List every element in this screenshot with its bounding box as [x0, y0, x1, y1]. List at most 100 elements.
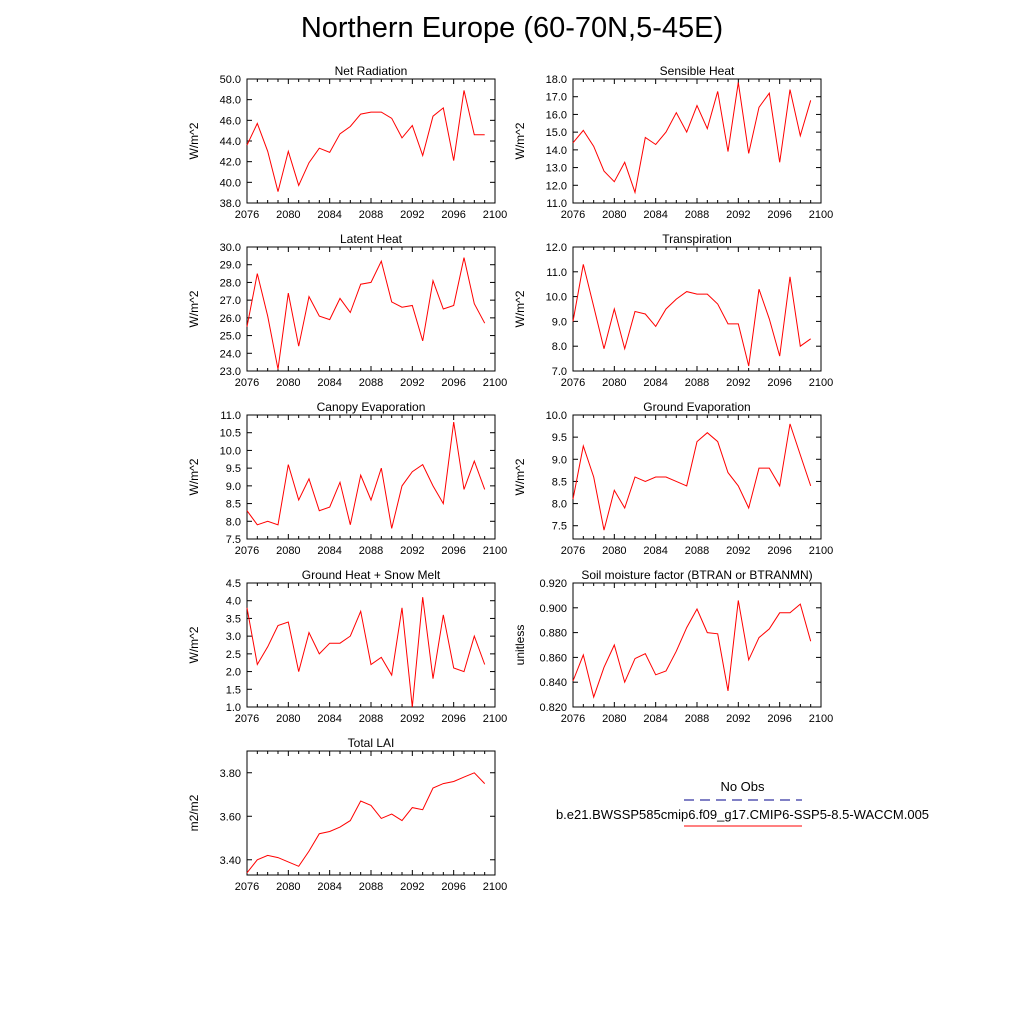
x-tick-label: 2080 — [602, 713, 626, 725]
y-tick-label: 0.920 — [539, 578, 567, 590]
x-tick-label: 2088 — [685, 377, 709, 389]
x-tick-label: 2088 — [359, 377, 383, 389]
y-tick-label: 26.0 — [220, 313, 241, 325]
x-tick-label: 2096 — [767, 713, 791, 725]
y-tick-label: 9.0 — [552, 454, 567, 466]
y-tick-label: 3.40 — [220, 855, 241, 867]
x-tick-label: 2092 — [726, 209, 750, 221]
series-line — [572, 600, 812, 699]
chart-title: Latent Heat — [340, 232, 403, 246]
x-tick-label: 2076 — [561, 377, 585, 389]
y-tick-label: 1.0 — [226, 702, 241, 714]
y-axis-label: W/m^2 — [513, 122, 527, 159]
y-tick-label: 9.5 — [226, 463, 241, 475]
x-tick-label: 2100 — [809, 545, 833, 557]
y-tick-label: 10.0 — [220, 445, 241, 457]
x-tick-label: 2092 — [400, 377, 424, 389]
y-tick-label: 4.0 — [226, 596, 241, 608]
x-tick-label: 2092 — [400, 545, 424, 557]
chart-title: Transpiration — [662, 232, 732, 246]
chart-panel: Ground Evaporation 2076 2080 2084 2088 2092 20… — [513, 400, 833, 557]
y-tick-label: 10.0 — [546, 410, 567, 422]
series-line — [572, 423, 812, 531]
plot-frame — [572, 78, 822, 204]
chart-title: Total LAI — [348, 736, 395, 750]
y-tick-label: 3.0 — [226, 631, 241, 643]
y-tick-label: 7.5 — [552, 521, 567, 533]
x-tick-label: 2088 — [359, 881, 383, 893]
y-tick-label: 50.0 — [220, 74, 241, 86]
legend-model-label: b.e21.BWSSP585cmip6.f09_g17.CMIP6-SSP5-8… — [555, 807, 930, 822]
y-tick-label: 4.5 — [226, 578, 241, 590]
x-tick-label: 2088 — [359, 545, 383, 557]
y-tick-label: 8.0 — [552, 499, 567, 511]
y-axis-label: W/m^2 — [187, 122, 201, 159]
x-tick-label: 2084 — [317, 713, 341, 725]
series-line — [572, 82, 812, 195]
x-tick-label: 2100 — [483, 545, 507, 557]
plot-frame — [572, 246, 822, 372]
chart-panel: Net Radiation 2076 2080 2084 2088 2092 2096 210… — [187, 64, 507, 221]
y-tick-label: 15.0 — [546, 127, 567, 139]
y-tick-label: 10.0 — [546, 292, 567, 304]
y-tick-label: 17.0 — [546, 92, 567, 104]
x-tick-label: 2100 — [809, 377, 833, 389]
x-tick-label: 2076 — [235, 545, 259, 557]
x-tick-label: 2100 — [809, 209, 833, 221]
y-tick-label: 13.0 — [546, 163, 567, 175]
x-tick-label: 2088 — [359, 209, 383, 221]
y-tick-label: 0.840 — [539, 677, 567, 689]
x-tick-label: 2092 — [726, 713, 750, 725]
x-tick-label: 2076 — [235, 377, 259, 389]
plot-frame — [246, 246, 496, 372]
chart-title: Net Radiation — [335, 64, 408, 78]
y-axis-label: W/m^2 — [187, 626, 201, 663]
y-axis-label: W/m^2 — [187, 458, 201, 495]
y-axis-label: W/m^2 — [513, 290, 527, 327]
y-tick-label: 30.0 — [220, 242, 241, 254]
y-tick-label: 25.0 — [220, 331, 241, 343]
y-tick-label: 18.0 — [546, 74, 567, 86]
x-tick-label: 2080 — [276, 713, 300, 725]
y-tick-label: 9.0 — [226, 481, 241, 493]
legend-obs-label: No Obs — [720, 779, 765, 794]
chart-title: Canopy Evaporation — [317, 400, 426, 414]
x-tick-label: 2100 — [809, 713, 833, 725]
y-tick-label: 44.0 — [220, 136, 241, 148]
chart-panel: Sensible Heat 2076 2080 2084 2088 2092 2096 210… — [513, 64, 833, 221]
x-tick-label: 2084 — [643, 377, 667, 389]
page-title: Northern Europe (60-70N,5-45E) — [300, 12, 724, 44]
x-tick-label: 2076 — [561, 713, 585, 725]
y-tick-label: 1.5 — [226, 684, 241, 696]
x-tick-label: 2084 — [317, 881, 341, 893]
series-line — [246, 90, 485, 192]
y-tick-label: 0.820 — [539, 702, 567, 714]
plot-frame — [572, 414, 822, 540]
x-tick-label: 2080 — [276, 545, 300, 557]
x-tick-label: 2076 — [235, 209, 259, 221]
x-tick-label: 2096 — [441, 713, 465, 725]
x-tick-label: 2076 — [561, 545, 585, 557]
y-axis-label: W/m^2 — [513, 458, 527, 495]
plot-frame — [572, 582, 822, 708]
x-tick-label: 2084 — [643, 545, 667, 557]
series-line — [246, 257, 486, 370]
y-tick-label: 0.860 — [539, 652, 567, 664]
y-tick-label: 40.0 — [220, 177, 241, 189]
chart-panel: Ground Heat + Snow Melt 2076 2080 2084 2088 2… — [187, 568, 507, 725]
chart-panel: Transpiration 2076 2080 2084 2088 2092 2096 210… — [513, 232, 833, 389]
y-tick-label: 11.0 — [220, 410, 241, 422]
y-tick-label: 42.0 — [220, 157, 241, 169]
x-tick-label: 2100 — [483, 881, 507, 893]
x-tick-label: 2080 — [602, 377, 626, 389]
y-tick-label: 12.0 — [546, 242, 567, 254]
chart-title: Ground Heat + Snow Melt — [302, 568, 441, 582]
x-tick-label: 2080 — [276, 377, 300, 389]
x-tick-label: 2100 — [483, 209, 507, 221]
y-tick-label: 14.0 — [546, 145, 567, 157]
y-tick-label: 28.0 — [220, 277, 241, 289]
y-tick-label: 8.5 — [226, 499, 241, 511]
x-tick-label: 2080 — [602, 545, 626, 557]
x-tick-label: 2084 — [643, 713, 667, 725]
